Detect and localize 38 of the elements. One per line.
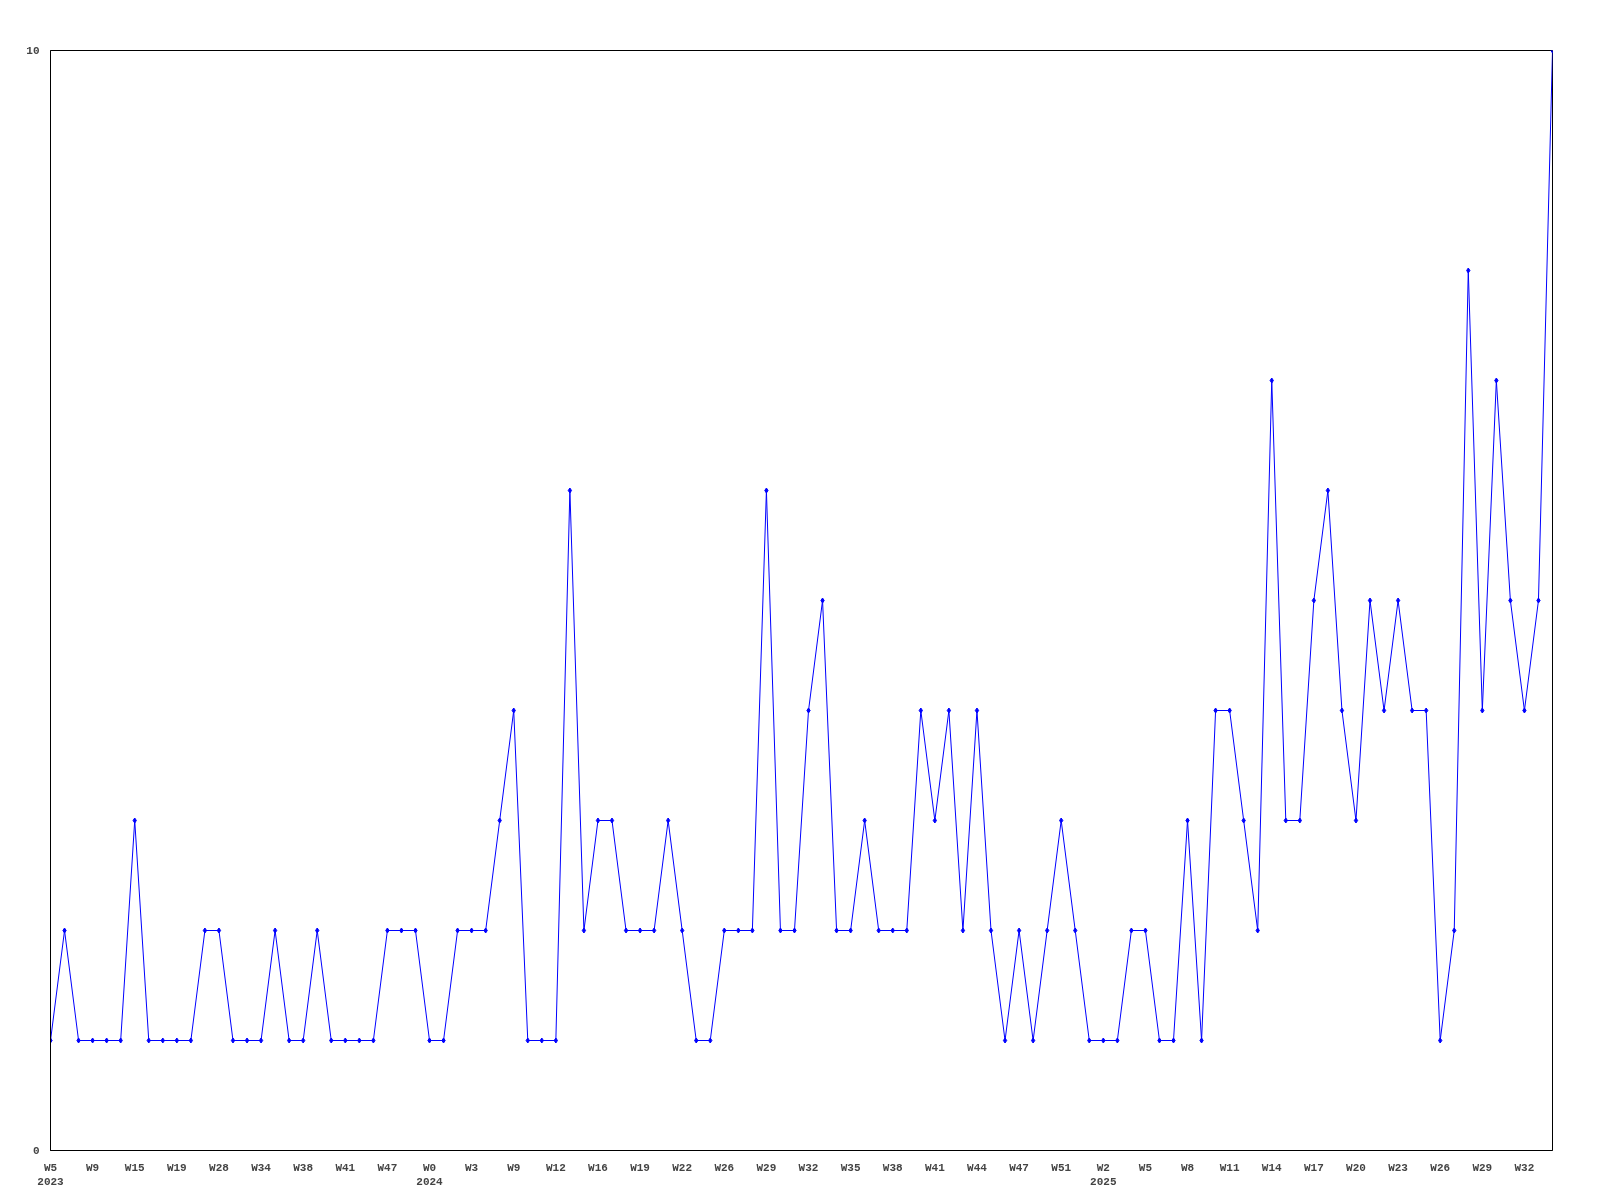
x-tick-label: W38 xyxy=(882,1161,904,1174)
x-tick-label: W9 xyxy=(507,1161,521,1174)
x-tick-label: W22 xyxy=(672,1161,693,1174)
x-tick-label: W44 xyxy=(967,1161,988,1174)
x-tick-label: W5 2023 xyxy=(37,1161,65,1188)
x-tick-label: W2 2025 xyxy=(1090,1161,1117,1188)
x-tick-label: W19 xyxy=(630,1161,650,1174)
x-tick-label: W12 xyxy=(545,1161,566,1174)
x-tick-label: W17 xyxy=(1303,1161,1324,1174)
y-tick-label: 0 xyxy=(32,1145,40,1157)
x-tick-label: W38 xyxy=(293,1161,314,1174)
x-tick-label: W32 xyxy=(1514,1161,1535,1174)
x-tick-label: W34 xyxy=(251,1161,272,1174)
x-tick-label: W47 xyxy=(377,1161,398,1174)
x-tick-label: W20 xyxy=(1346,1161,1366,1174)
x-tick-label: W19 xyxy=(166,1161,187,1174)
x-tick-label: W32 xyxy=(798,1161,819,1174)
x-tick-label: W15 xyxy=(124,1161,146,1174)
x-tick-label: W9 xyxy=(86,1161,100,1174)
x-tick-label: W35 xyxy=(840,1161,861,1174)
x-tick-label: W29 xyxy=(756,1161,777,1174)
x-tick-label: W26 xyxy=(714,1161,735,1174)
x-tick-label: W8 xyxy=(1180,1161,1195,1174)
x-tick-label: W47 xyxy=(1009,1161,1029,1174)
x-tick-label: W14 xyxy=(1261,1161,1283,1174)
x-tick-label: W28 xyxy=(209,1161,230,1174)
x-tick-label: W3 xyxy=(465,1161,479,1174)
x-tick-label: W16 xyxy=(588,1161,608,1174)
x-tick-label: W41 xyxy=(335,1161,356,1174)
x-tick-label: W29 xyxy=(1472,1161,1493,1174)
x-tick-label: W23 xyxy=(1388,1161,1409,1174)
x-tick-label: W41 xyxy=(924,1161,946,1174)
x-tick-label: W11 xyxy=(1219,1161,1240,1174)
y-tick-label: 10 xyxy=(26,45,40,57)
x-tick-label: W0 2024 xyxy=(416,1161,444,1188)
x-tick-label: W26 xyxy=(1430,1161,1451,1174)
x-tick-label: W5 xyxy=(1138,1161,1153,1174)
x-tick-label: W51 xyxy=(1051,1161,1072,1174)
